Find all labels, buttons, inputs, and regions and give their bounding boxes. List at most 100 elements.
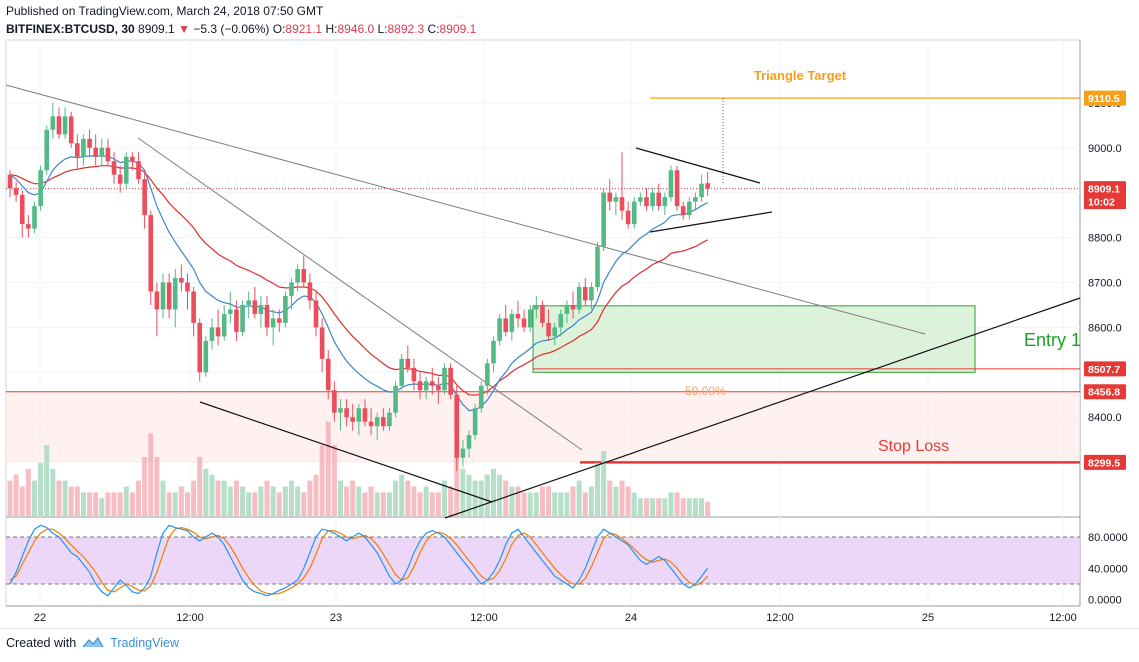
price-tag-label: 10:02 (1088, 197, 1115, 209)
candle-body (75, 143, 80, 157)
high-value: 8946.0 (337, 22, 375, 36)
stoch-tick-label: 40.0000 (1088, 563, 1128, 575)
price-tag (1084, 181, 1126, 197)
volume-bar (331, 445, 337, 516)
volume-bar (637, 498, 643, 516)
candle-body (240, 304, 245, 332)
volume-bar (466, 474, 472, 516)
volume-bar (515, 486, 521, 516)
candle-body (650, 192, 655, 207)
time-tick-label: 12:00 (176, 612, 204, 624)
candle-body (448, 367, 453, 395)
candle-body (313, 300, 319, 328)
volume-bar (374, 492, 380, 516)
candle-body (160, 282, 166, 310)
volume-bar (588, 486, 594, 516)
candle-body (264, 304, 270, 328)
candle-body (521, 318, 527, 328)
volume-bar (80, 492, 86, 516)
volume-bar (576, 480, 582, 516)
volume-bar (601, 451, 607, 516)
candle-body (185, 282, 190, 292)
volume-bar (448, 486, 454, 516)
volume-bar (607, 480, 613, 516)
candle-body (362, 408, 368, 422)
candle-body (478, 385, 484, 409)
volume-bar (527, 492, 533, 516)
candles[interactable] (7, 102, 710, 472)
volume-bar (270, 486, 276, 516)
candle-body (442, 367, 447, 391)
volume-bar (191, 480, 197, 516)
candle-body (485, 363, 490, 386)
candle-body (197, 322, 203, 373)
candle-body (368, 421, 374, 427)
candle-body (99, 147, 105, 157)
candle-body (142, 179, 147, 216)
candle-body (7, 174, 13, 189)
candle-body (325, 358, 331, 391)
volume-bar (472, 480, 478, 516)
candle-body (411, 367, 417, 382)
entry-zone (532, 305, 976, 373)
candle-body (399, 358, 404, 386)
candle-body (662, 197, 668, 207)
volume-bar (350, 480, 356, 516)
volume-bar (509, 486, 515, 516)
volume-bar (393, 480, 399, 516)
volume-bar (686, 498, 692, 516)
trendline (649, 211, 773, 233)
triangle-target-label: Triangle Target (754, 68, 847, 83)
trendline (5, 84, 926, 335)
volume-bar (692, 498, 698, 516)
volume-bar (111, 492, 117, 516)
candle-body (693, 197, 698, 202)
volume-bar (56, 480, 62, 516)
candle-body (619, 197, 625, 211)
price-chart[interactable]: 9100.09000.08900.08800.08700.08600.08500… (0, 0, 1139, 628)
volume-bar (362, 492, 368, 516)
candle-body (582, 286, 588, 301)
volume-bar (680, 498, 686, 516)
candle-body (258, 304, 264, 314)
candle-body (301, 269, 307, 283)
candle-body (515, 313, 521, 319)
stochastic-pane[interactable] (6, 524, 1080, 597)
candle-body (625, 210, 631, 225)
candle-body (117, 174, 123, 184)
volume-bar (13, 474, 19, 516)
candle-body (68, 116, 74, 144)
volume-bar (148, 433, 154, 516)
candle-body (460, 448, 466, 458)
volume-bar (258, 486, 264, 516)
volume-bar (662, 498, 668, 516)
stop-loss-zone (6, 391, 1080, 463)
volume-bar (674, 492, 680, 516)
candle-body (350, 417, 356, 422)
volume-bar (417, 492, 423, 516)
volume-bar (503, 480, 509, 516)
volume-bar (276, 492, 282, 516)
candle-body (228, 309, 233, 314)
candle-body (179, 278, 184, 283)
price-tick-label: 9000.0 (1088, 143, 1122, 155)
created-with-text: Created with (6, 636, 77, 650)
price-tag-label: 9110.5 (1088, 93, 1120, 105)
candle-body (466, 435, 472, 449)
candle-body (13, 188, 19, 195)
candle-body (509, 313, 515, 332)
volume-bar (699, 498, 705, 516)
candle-body (344, 408, 349, 418)
candle-body (319, 327, 325, 359)
volume-bar (240, 486, 246, 516)
candle-body (423, 381, 429, 391)
candle-body (252, 300, 258, 314)
low-label: L: (377, 22, 388, 36)
close-label: C: (427, 22, 440, 36)
volume-bar (429, 492, 435, 516)
candle-body (338, 408, 343, 413)
tradingview-link[interactable]: TradingView (110, 636, 179, 650)
volume-bar (344, 486, 350, 516)
volume-bar (295, 486, 301, 516)
volume-bar (386, 492, 392, 516)
